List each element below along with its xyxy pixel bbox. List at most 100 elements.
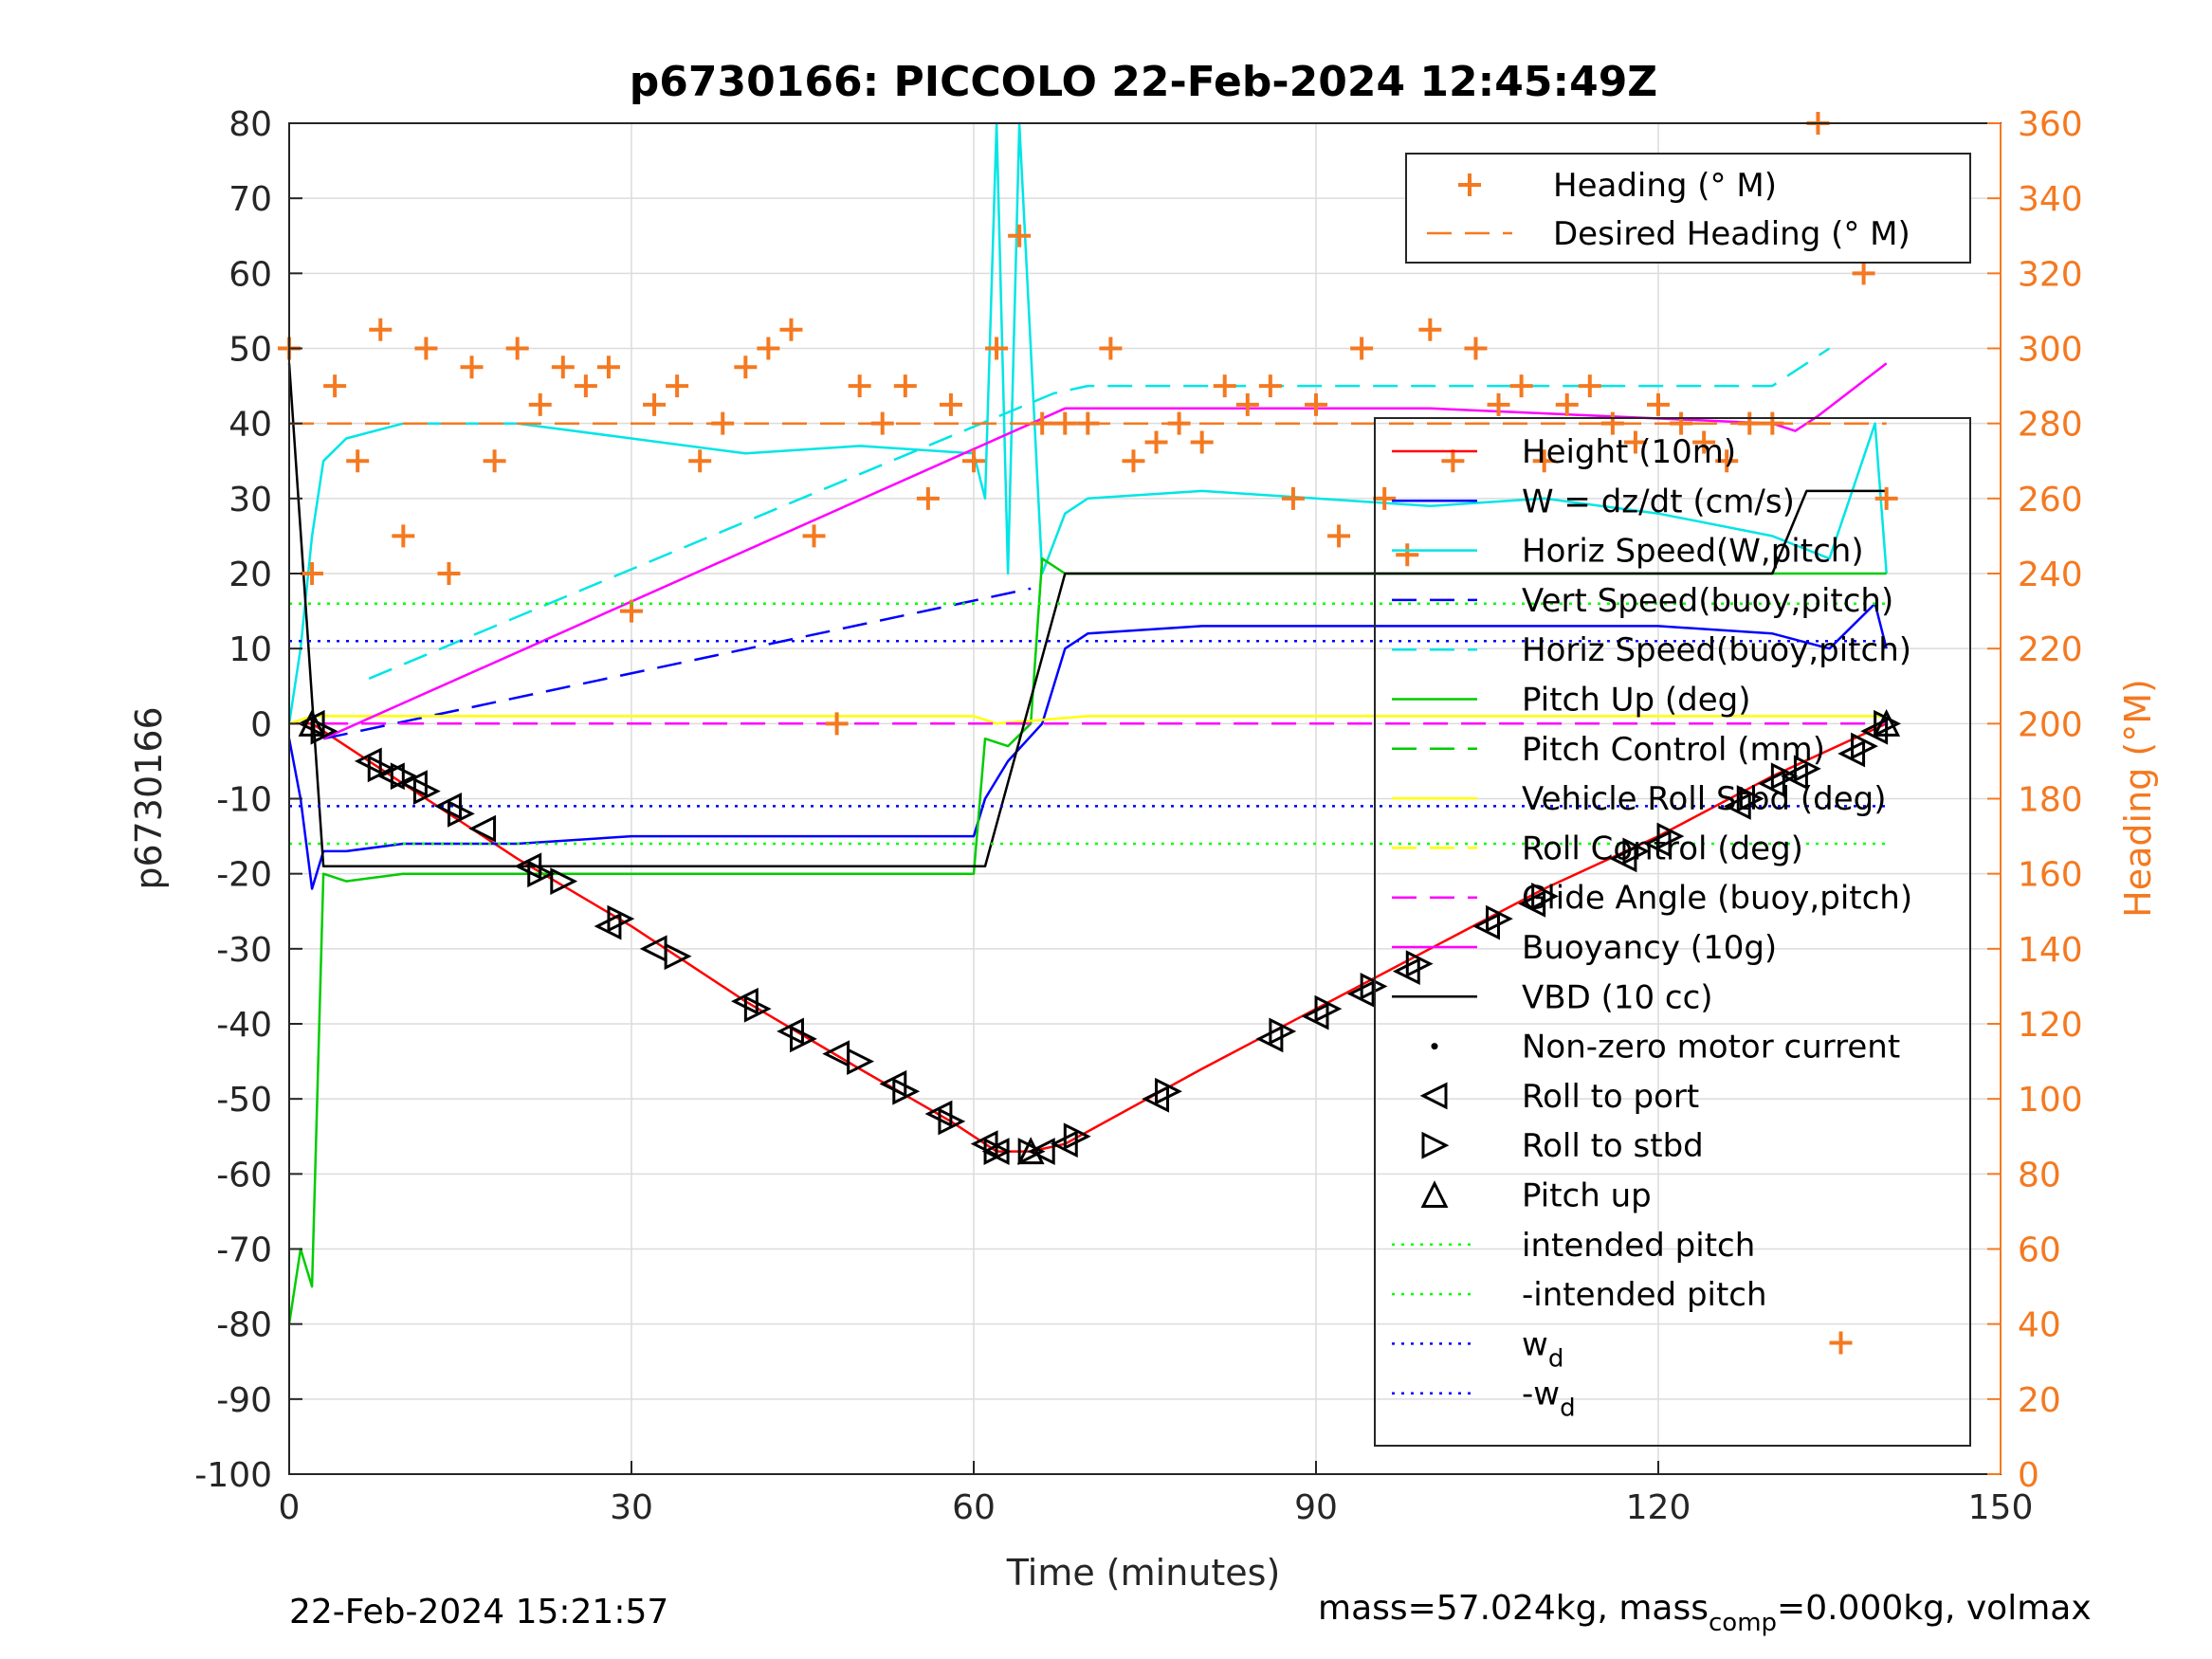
data-point <box>1578 374 1601 398</box>
legend-main-item: W = dz/dt (cm/s) <box>1392 483 1795 520</box>
series-line <box>288 715 1887 725</box>
legend-main-label: Pitch up <box>1522 1177 1652 1215</box>
y-tick-label-right: 80 <box>2018 1156 2061 1194</box>
data-point <box>893 374 917 398</box>
data-point <box>985 337 1009 360</box>
y-tick-label-right: 220 <box>2018 630 2083 669</box>
data-point <box>596 356 620 379</box>
legend-main-item: Glide Angle (buoy,pitch) <box>1392 880 1912 918</box>
y-tick-label: -20 <box>216 856 272 895</box>
data-point <box>1874 709 1902 738</box>
data-point <box>1258 374 1282 398</box>
data-point <box>1213 374 1236 398</box>
y-tick-label: -70 <box>216 1231 272 1270</box>
series-line <box>368 347 1831 680</box>
data-point <box>310 717 338 745</box>
legend-main-item: -intended pitch <box>1392 1276 1767 1314</box>
legend-heading-item: Heading (° M) <box>1458 167 1777 205</box>
legend-main-label: Roll Control (deg) <box>1522 830 1803 867</box>
footer-timestamp: 22-Feb-2024 15:21:57 <box>289 1593 668 1632</box>
legend-main-label: -intended pitch <box>1522 1276 1767 1314</box>
legend-swatch <box>1421 1131 1450 1159</box>
x-tick-label: 60 <box>952 1488 996 1527</box>
x-axis-label: Time (minutes) <box>1006 1552 1281 1594</box>
data-point <box>1269 1017 1297 1046</box>
y-tick-label: 60 <box>229 255 272 294</box>
legend-main: Height (10m) W = dz/dt (cm/s) Horiz Speed(… <box>1374 417 1971 1447</box>
series-horiz-speed-w-pitch <box>287 121 1888 724</box>
data-point <box>1373 486 1397 510</box>
data-point <box>847 1048 875 1076</box>
data-point <box>1623 430 1647 454</box>
legend-heading-label: Desired Heading (° M) <box>1553 215 1910 253</box>
data-point <box>1647 392 1670 416</box>
data-point <box>1360 972 1388 1000</box>
y-axis-label-right: Heading (°M) <box>2117 679 2159 918</box>
data-point <box>757 337 780 360</box>
data-point <box>1418 318 1442 341</box>
data-point <box>367 755 395 783</box>
legend-main-item: Vert Speed(buoy,pitch) <box>1392 582 1893 620</box>
footer-mass: mass=57.024kg, masscomp=0.000kg, volmax <box>1318 1589 2092 1637</box>
legend-main-label: VBD (10 cc) <box>1522 978 1713 1016</box>
data-point <box>1715 449 1739 473</box>
y-tick-label: -30 <box>216 931 272 970</box>
data-point <box>1829 1331 1853 1355</box>
data-point <box>1486 904 1513 933</box>
legend-main-label: Pitch Up (deg) <box>1522 682 1750 720</box>
y-tick-label-right: 320 <box>2018 255 2083 294</box>
legend-main-label: W = dz/dt (cm/s) <box>1522 483 1795 520</box>
data-point <box>551 356 575 379</box>
data-point <box>323 374 347 398</box>
data-point <box>1405 950 1434 978</box>
data-point <box>1464 337 1488 360</box>
data-point <box>550 867 578 896</box>
data-point <box>1509 374 1533 398</box>
axes: 0 30 60 90 120 150-100-90-80-70-60-50-40-30-2… <box>194 105 2082 1527</box>
legend-main-item: VBD (10 cc) <box>1392 978 1713 1016</box>
series-vert-speed-buoy-pitch <box>322 587 1032 740</box>
y-tick-label: 80 <box>229 105 272 144</box>
series-horiz-speed-buoy-pitch <box>368 347 1831 680</box>
data-point <box>607 904 635 933</box>
legend-main-item: Height (10m) <box>1392 433 1736 471</box>
data-point <box>346 449 370 473</box>
data-point <box>1008 224 1032 247</box>
data-point <box>505 337 529 360</box>
legend-main-label: Pitch Control (mm) <box>1522 731 1825 769</box>
data-point <box>848 374 871 398</box>
y-tick-label: 10 <box>229 630 272 669</box>
legend-main-item: Pitch Up (deg) <box>1392 682 1750 720</box>
y-tick-label-right: 340 <box>2018 180 2083 219</box>
data-point <box>1099 337 1123 360</box>
legend-heading-label: Heading (° M) <box>1553 167 1777 205</box>
footer-mass-a: mass=57.024kg, mass <box>1318 1589 1709 1628</box>
y-tick-label-right: 20 <box>2018 1381 2061 1420</box>
y-tick-label: 30 <box>229 481 272 520</box>
legend-swatch <box>1458 173 1481 196</box>
legend-main-box <box>1374 417 1971 1447</box>
y-tick-label-right: 200 <box>2018 705 2083 744</box>
data-point <box>1350 337 1374 360</box>
y-tick-label-right: 240 <box>2018 556 2083 594</box>
legend-heading-item: Desired Heading (° M) <box>1427 215 1910 253</box>
data-point <box>962 449 985 473</box>
data-point <box>1736 785 1764 812</box>
data-point <box>734 356 758 379</box>
y-tick-label-right: 160 <box>2018 856 2083 895</box>
legend-swatch <box>1431 1043 1438 1050</box>
plot-area <box>278 112 2002 1475</box>
footer-mass-b: =0.000kg, volmax <box>1777 1589 2092 1628</box>
y-tick-label-right: 40 <box>2018 1306 2061 1345</box>
legend-main-label: Horiz Speed(W,pitch) <box>1522 533 1864 571</box>
y-tick-label: -10 <box>216 781 272 820</box>
series-vbd-10-cc <box>287 363 1887 868</box>
data-point <box>688 449 712 473</box>
legend-main-label: Height (10m) <box>1522 433 1736 471</box>
data-point <box>1144 430 1168 454</box>
data-point <box>1155 1077 1182 1105</box>
series-layer <box>278 112 1902 1355</box>
series-line <box>287 121 1888 724</box>
series-height-10m <box>289 722 1888 1153</box>
legend-main-label: Non-zero motor current <box>1522 1029 1900 1066</box>
